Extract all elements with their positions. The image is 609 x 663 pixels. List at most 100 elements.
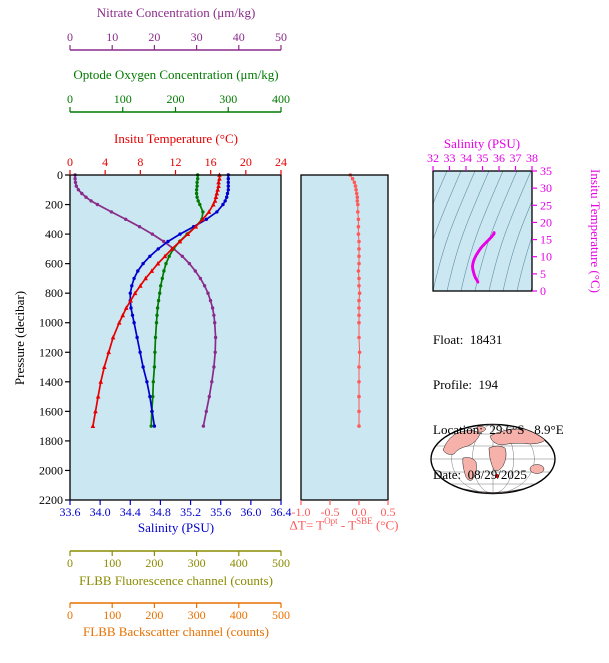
svg-text:36: 36 [493, 151, 505, 165]
location-value: 29.6°S 8.9°E [489, 422, 564, 437]
svg-text:16: 16 [205, 155, 217, 169]
ts-temperature-axis-title: Insitu Temperature (°C) [588, 169, 603, 293]
svg-text:10: 10 [540, 250, 552, 264]
date-line: Date: 08/29/2025 [433, 467, 527, 482]
svg-text:34.4: 34.4 [120, 505, 141, 519]
svg-text:1200: 1200 [39, 345, 63, 359]
svg-text:0.0: 0.0 [352, 505, 367, 519]
delta-t-axis-title: ΔT= TOpt - TSBE (°C) [289, 516, 399, 533]
profile-line: Profile: 194 [433, 377, 499, 392]
svg-text:10: 10 [106, 30, 118, 44]
svg-text:500: 500 [272, 556, 290, 570]
delta-t-series [348, 173, 362, 428]
svg-text:34.0: 34.0 [90, 505, 111, 519]
svg-text:25: 25 [540, 198, 552, 212]
svg-text:0: 0 [57, 168, 63, 182]
svg-text:35.6: 35.6 [210, 505, 231, 519]
svg-text:30: 30 [540, 181, 552, 195]
svg-text:0: 0 [67, 155, 73, 169]
svg-text:200: 200 [45, 198, 63, 212]
pressure-axis-title: Pressure (decibar) [12, 290, 27, 386]
salinity-axis: 33.6 34.0 34.4 34.8 35.2 35.6 36.0 36.4 [60, 500, 292, 519]
svg-text:36.4: 36.4 [271, 505, 292, 519]
svg-text:34.8: 34.8 [150, 505, 171, 519]
delta-t-axis: -1.0 -0.5 0.0 0.5 [292, 500, 396, 519]
salinity-series [128, 173, 230, 428]
svg-text:200: 200 [167, 92, 185, 106]
svg-text:-0.5: -0.5 [321, 505, 340, 519]
svg-text:0: 0 [67, 556, 73, 570]
svg-text:20: 20 [540, 215, 552, 229]
svg-text:33: 33 [444, 151, 456, 165]
ts-salinity-axis-title: Salinity (PSU) [443, 136, 521, 151]
svg-text:2000: 2000 [39, 463, 63, 477]
svg-text:1400: 1400 [39, 375, 63, 389]
fluorescence-axis-title: FLBB Fluorescence channel (counts) [79, 573, 273, 588]
svg-text:4: 4 [102, 155, 108, 169]
svg-text:15: 15 [540, 233, 552, 247]
temperature-series [90, 172, 222, 429]
svg-text:300: 300 [188, 608, 206, 622]
svg-text:200: 200 [145, 608, 163, 622]
nitrate-series [73, 173, 218, 428]
profile-value: 194 [478, 377, 499, 392]
svg-text:8: 8 [137, 155, 143, 169]
salinity-axis-title: Salinity (PSU) [137, 520, 215, 535]
svg-text:0: 0 [67, 30, 73, 44]
date-value: 08/29/2025 [467, 467, 527, 482]
backscatter-axis: 0 100 200 300 400 500 [67, 602, 290, 622]
svg-text:34: 34 [460, 151, 472, 165]
svg-text:37: 37 [510, 151, 522, 165]
pressure-axis: 0 200 400 600 800 1000 1200 1400 1600 1800 2000 220… [39, 168, 70, 507]
svg-text:400: 400 [45, 227, 63, 241]
svg-text:200: 200 [145, 556, 163, 570]
svg-text:0: 0 [67, 92, 73, 106]
ts-temperature-axis: 0 5 10 15 20 25 30 35 [532, 164, 552, 298]
svg-text:35: 35 [477, 151, 489, 165]
float-id-line: Float: 18431 [433, 332, 503, 347]
location-line: Location: 29.6°S 8.9°E [433, 422, 564, 437]
nitrate-axis: 0 10 20 30 40 50 [67, 30, 287, 51]
svg-text:35: 35 [540, 164, 552, 178]
svg-text:5: 5 [540, 267, 546, 281]
world-map [430, 423, 556, 495]
svg-text:33.6: 33.6 [60, 505, 81, 519]
svg-text:36.0: 36.0 [240, 505, 261, 519]
oxygen-series [149, 173, 205, 428]
oxygen-axis: 0 100 200 300 400 [67, 92, 290, 113]
svg-text:800: 800 [45, 286, 63, 300]
svg-text:1800: 1800 [39, 434, 63, 448]
svg-text:0: 0 [67, 608, 73, 622]
svg-text:300: 300 [219, 92, 237, 106]
svg-text:100: 100 [103, 556, 121, 570]
svg-text:400: 400 [230, 556, 248, 570]
svg-text:32: 32 [427, 151, 439, 165]
svg-text:600: 600 [45, 257, 63, 271]
panel-backgrounds [70, 171, 532, 500]
svg-text:-1.0: -1.0 [292, 505, 311, 519]
svg-text:300: 300 [188, 556, 206, 570]
backscatter-axis-title: FLBB Backscatter channel (counts) [83, 624, 269, 639]
svg-text:100: 100 [103, 608, 121, 622]
svg-text:0.5: 0.5 [381, 505, 396, 519]
svg-text:500: 500 [272, 608, 290, 622]
svg-text:2200: 2200 [39, 493, 63, 507]
svg-text:20: 20 [148, 30, 160, 44]
svg-text:1600: 1600 [39, 404, 63, 418]
float-location-marker [495, 474, 499, 478]
svg-text:50: 50 [275, 30, 287, 44]
svg-text:1000: 1000 [39, 316, 63, 330]
svg-text:400: 400 [230, 608, 248, 622]
temperature-axis: 0 4 8 12 16 20 24 [67, 155, 287, 175]
svg-text:100: 100 [114, 92, 132, 106]
svg-text:0: 0 [540, 284, 546, 298]
svg-text:24: 24 [275, 155, 287, 169]
map-land [442, 426, 549, 494]
ts-salinity-axis: 32 33 34 35 36 37 38 [427, 151, 538, 171]
svg-text:400: 400 [272, 92, 290, 106]
ts-isopycnal-contours [433, 171, 532, 291]
nitrate-axis-title: Nitrate Concentration (μm/kg) [96, 5, 256, 20]
temperature-axis-title: Insitu Temperature (°C) [114, 131, 238, 146]
